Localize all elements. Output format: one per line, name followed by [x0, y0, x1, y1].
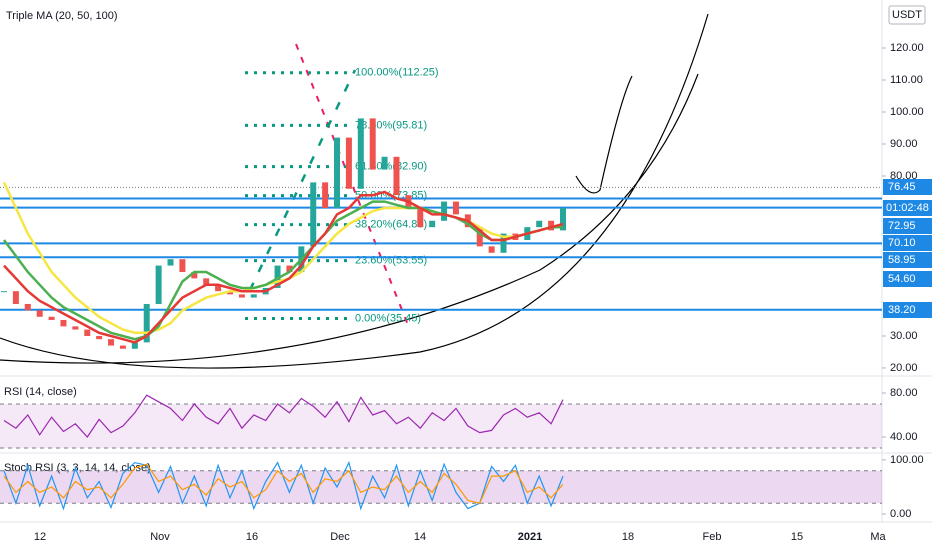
- y-tick-label: 90.00: [890, 138, 918, 150]
- candle: [536, 220, 543, 228]
- countdown-tag: [883, 200, 932, 216]
- price-tag-label: 54.60: [888, 273, 916, 285]
- candle: [48, 316, 55, 320]
- candle: [24, 303, 31, 311]
- y-tick-label: 110.00: [890, 74, 923, 86]
- candle: [203, 278, 210, 285]
- candle: [488, 246, 495, 253]
- currency-box: [888, 5, 926, 25]
- candle: [250, 294, 257, 298]
- candle: [345, 137, 352, 189]
- candle: [167, 259, 174, 266]
- candle: [191, 271, 198, 279]
- candle: [560, 207, 566, 231]
- fib-label: 38.20%(64.80): [355, 219, 427, 231]
- y-tick-label: 100.00: [890, 454, 924, 466]
- stoch-band: [0, 470, 882, 504]
- price-tag: [883, 218, 932, 234]
- chart-title: Triple MA (20, 50, 100): [6, 10, 117, 22]
- candle: [143, 303, 150, 343]
- price-tag: [883, 235, 932, 251]
- candle: [310, 182, 317, 247]
- rsi-band: [0, 403, 882, 449]
- fib-label: 61.80%(82.90): [355, 161, 427, 173]
- price-tag: [883, 252, 932, 268]
- candle: [476, 227, 483, 247]
- candle: [357, 118, 364, 189]
- candle: [548, 220, 555, 231]
- y-tick-label: 30.00: [890, 330, 918, 342]
- currency: USDT: [892, 9, 922, 21]
- y-tick-label: 80.00: [890, 170, 918, 182]
- moving-average: [3, 190, 564, 344]
- candle: [96, 335, 103, 340]
- candle: [381, 156, 388, 170]
- drawing-trend: [295, 43, 411, 331]
- x-tick-label: Ma: [870, 531, 886, 543]
- fib-label: 78.60%(95.81): [355, 119, 427, 131]
- stoch-line: [3, 460, 564, 511]
- candle: [131, 342, 138, 349]
- x-tick-label: 2021: [518, 531, 542, 543]
- candle: [452, 201, 459, 215]
- x-tick-label: 15: [791, 531, 803, 543]
- price-tag: [883, 271, 932, 287]
- candle: [1, 291, 7, 293]
- x-tick-label: Nov: [150, 531, 170, 543]
- price-tag-label: 70.10: [888, 237, 916, 249]
- candle: [286, 265, 293, 272]
- price-tag-label: 72.95: [888, 220, 916, 232]
- candle: [226, 291, 233, 295]
- candle: [500, 233, 507, 253]
- fib-label: 0.00%(35.45): [355, 312, 421, 324]
- countdown: 01:02:48: [886, 202, 929, 214]
- candle: [429, 220, 436, 228]
- candle: [84, 329, 91, 336]
- y-tick-label: 0.00: [890, 508, 911, 520]
- candle: [155, 265, 162, 304]
- candle: [179, 259, 186, 272]
- x-tick-label: 16: [246, 531, 258, 543]
- price-tag-label: 38.20: [888, 304, 916, 316]
- x-tick-label: Dec: [330, 531, 350, 543]
- y-tick-label: 120.00: [890, 42, 924, 54]
- candle: [72, 326, 79, 330]
- x-tick-label: 14: [414, 531, 426, 543]
- candle: [108, 339, 115, 346]
- y-tick-label: 20.00: [890, 362, 918, 374]
- candle: [334, 137, 341, 208]
- candle: [238, 294, 245, 298]
- stoch-line: [3, 463, 564, 504]
- moving-average: [2, 200, 563, 341]
- drawing-arc: [0, 73, 699, 364]
- candle: [119, 345, 126, 349]
- price-tag: [883, 302, 932, 318]
- candle: [441, 201, 448, 221]
- candle: [322, 182, 329, 208]
- rsi-title: RSI (14, close): [4, 386, 77, 398]
- y-tick-label: 40.00: [890, 431, 918, 443]
- y-tick-label: 100.00: [890, 106, 924, 118]
- price-tag-label: 76.45: [888, 181, 916, 193]
- candle: [369, 118, 376, 170]
- drawing-arc: [575, 75, 633, 194]
- candle: [36, 310, 43, 317]
- y-tick-label: 80.00: [890, 387, 918, 399]
- candle: [393, 156, 400, 196]
- x-tick-label: 12: [34, 531, 46, 543]
- x-tick-label: 18: [622, 531, 634, 543]
- fib-label: 100.00%(112.25): [355, 67, 439, 79]
- rsi-line: [3, 394, 564, 438]
- candle: [12, 291, 19, 304]
- x-tick-label: Feb: [703, 531, 722, 543]
- candle: [60, 319, 67, 327]
- drawing-trend: [248, 69, 357, 291]
- candle: [215, 284, 222, 292]
- price-tag-label: 58.95: [888, 254, 916, 266]
- price-tag: [883, 179, 932, 195]
- candle: [274, 265, 281, 288]
- candle: [417, 207, 424, 228]
